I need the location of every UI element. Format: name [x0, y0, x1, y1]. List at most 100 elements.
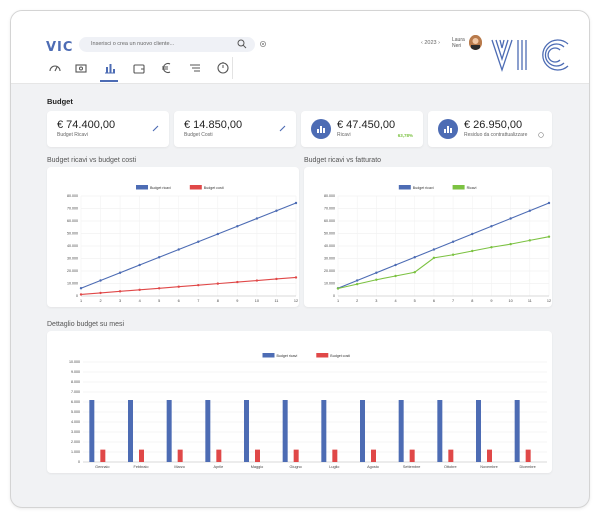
legend-swatch [398, 185, 411, 190]
data-point [394, 263, 397, 267]
data-point [355, 282, 359, 286]
data-point [79, 293, 83, 296]
x-tick-label: Marzo [174, 465, 185, 469]
legend-label: Ricavi [467, 186, 477, 190]
bar [437, 400, 443, 462]
card-value: € 26.950,00 [464, 119, 523, 131]
bar [89, 400, 95, 462]
chart-icon[interactable] [102, 60, 118, 76]
user-name[interactable]: Laura Neri [452, 37, 465, 49]
legend-label: Budget costi [204, 186, 224, 190]
bar [128, 400, 133, 462]
bar [476, 400, 481, 462]
y-tick-label: 80.000 [324, 194, 335, 198]
legend-label: Budget costi [330, 354, 350, 358]
x-tick-label: 10 [509, 299, 513, 303]
x-tick-label: 11 [528, 299, 532, 303]
search-placeholder: Inserisci o crea un nuovo cliente... [91, 41, 175, 47]
data-point [177, 248, 180, 251]
bar-chart-mesi: 0 1.000 2.000 3.000 4.000 5.000 6.000 7.000 8.00… [69, 353, 547, 469]
data-point [490, 246, 493, 249]
avatar[interactable] [469, 35, 482, 50]
data-point [118, 290, 122, 293]
x-tick-label: 8 [217, 299, 219, 303]
percent-badge: 63,78% [397, 133, 413, 138]
x-tick-label: 8 [471, 299, 473, 303]
x-tick-label: Gennaio [95, 465, 109, 469]
pencil-icon[interactable] [152, 125, 159, 132]
data-point [355, 279, 359, 282]
x-tick-label: 10 [255, 299, 259, 303]
x-tick-label: 12 [547, 299, 551, 303]
x-tick-label: 9 [490, 299, 492, 303]
y-tick-label: 8.000 [71, 380, 80, 384]
info-icon[interactable] [538, 132, 544, 138]
bar [139, 449, 144, 462]
legend-swatch [189, 185, 202, 190]
x-tick-label: Novembre [480, 465, 498, 469]
data-point [528, 209, 532, 212]
x-tick-label: Agosto [367, 465, 379, 469]
data-point [236, 225, 239, 228]
year-selector[interactable]: ‹ 2023 › [421, 40, 440, 46]
euro-icon[interactable] [159, 60, 175, 76]
card-value: € 47.450,00 [337, 119, 396, 131]
x-tick-label: 4 [394, 299, 396, 303]
active-tab-indicator [100, 80, 118, 82]
legend-swatch [262, 353, 275, 358]
data-point [255, 279, 259, 282]
chart-icon [438, 119, 458, 139]
x-tick-label: 5 [158, 299, 160, 303]
wallet-icon[interactable] [131, 60, 147, 76]
pencil-icon[interactable] [279, 125, 286, 132]
card-budget-ricavi: € 74.400,00 Budget Ricavi [47, 111, 169, 147]
dashboard-icon[interactable] [47, 60, 63, 76]
y-tick-label: 20.000 [67, 269, 78, 273]
x-tick-label: 7 [452, 299, 454, 303]
x-tick-label: Dicembre [520, 465, 536, 469]
data-point [490, 225, 493, 228]
legend-label: Budget ricavi [277, 354, 298, 358]
data-point [197, 283, 200, 287]
data-point [294, 276, 298, 279]
y-tick-label: 5.000 [71, 410, 80, 414]
card-label: Ricavi [337, 132, 351, 138]
data-point [157, 287, 161, 290]
data-point [336, 287, 340, 290]
data-point [216, 232, 220, 236]
clock-icon[interactable] [215, 60, 231, 76]
search-input[interactable]: Inserisci o crea un nuovo cliente... [79, 37, 255, 52]
data-point [413, 256, 416, 259]
x-tick-label: Ottobre [444, 465, 457, 469]
search-icon[interactable] [237, 39, 247, 49]
data-point [547, 235, 551, 238]
bar [321, 400, 327, 462]
chart-panel-1: 0 10.000 20.000 30.000 40.000 50.000 60.000 70.… [47, 167, 299, 307]
money-icon[interactable] [73, 60, 89, 76]
data-point [375, 278, 378, 281]
x-tick-label: 5 [414, 299, 416, 303]
bar [282, 400, 288, 462]
y-tick-label: 70.000 [67, 207, 78, 211]
list-icon[interactable] [187, 60, 203, 76]
data-point [118, 271, 122, 274]
y-tick-label: 0 [78, 460, 80, 464]
data-point [432, 248, 436, 251]
data-point [375, 271, 378, 274]
data-point [157, 256, 161, 259]
y-tick-label: 60.000 [324, 219, 335, 223]
brand-logo [491, 39, 569, 73]
bar [244, 400, 249, 462]
x-tick-label: 3 [375, 299, 377, 303]
y-tick-label: 70.000 [324, 207, 335, 211]
y-tick-label: 60.000 [67, 219, 78, 223]
x-tick-label: 12 [294, 299, 298, 303]
data-point [79, 287, 83, 290]
y-tick-label: 40.000 [324, 244, 335, 248]
bar [100, 449, 106, 462]
gear-icon[interactable] [259, 40, 267, 48]
x-tick-label: 11 [274, 299, 278, 303]
bar [409, 449, 415, 462]
logo-small[interactable]: VIC [46, 40, 74, 55]
bar [525, 449, 531, 462]
